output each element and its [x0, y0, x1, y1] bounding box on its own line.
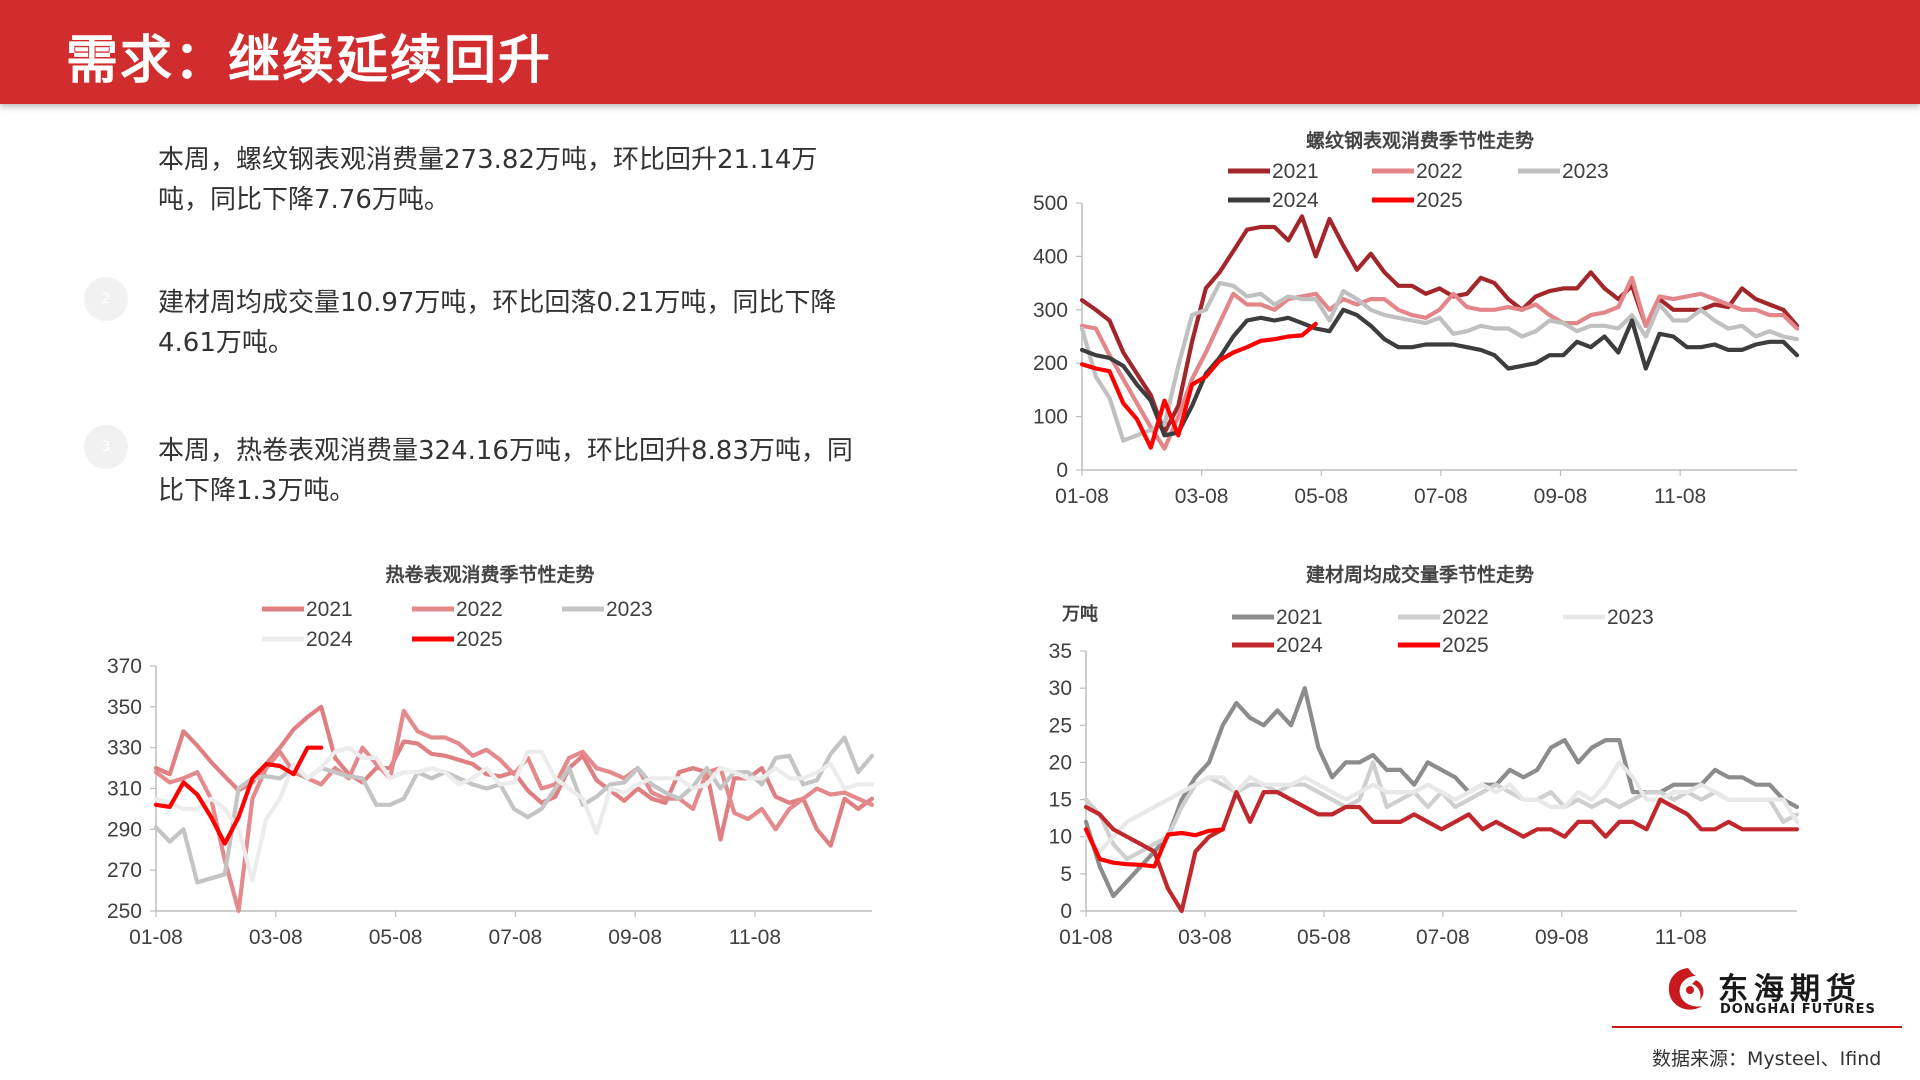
data-source: 数据来源：Mysteel、Ifind — [1652, 1048, 1882, 1070]
hrc-x-tick-label: 07-08 — [489, 926, 543, 949]
rebar-legend-label-2021: 2021 — [1272, 160, 1319, 183]
building-series-2024-line — [1083, 789, 1800, 914]
hrc-legend-label-2021: 2021 — [306, 598, 353, 621]
building-y-tick-label: 15 — [1049, 789, 1072, 812]
building-x-tick-label: 05-08 — [1297, 926, 1351, 949]
building-unit-label: 万吨 — [1061, 603, 1098, 624]
dragon-logo-icon — [1668, 968, 1704, 1010]
hrc-series-2022-line — [153, 708, 875, 914]
logo-english-text: DONGHAI FUTURES — [1720, 1002, 1876, 1017]
building-x-tick-label: 09-08 — [1535, 926, 1589, 949]
building-y-tick-label: 20 — [1049, 751, 1072, 774]
hrc-x-tick-label: 09-08 — [608, 926, 662, 949]
rebar-legend-label-2024: 2024 — [1272, 189, 1319, 212]
building-legend-label-2024: 2024 — [1276, 634, 1323, 657]
point-2-number: 2 — [84, 277, 128, 321]
hrc-y-tick-label: 370 — [107, 655, 142, 678]
rebar-consumption-chart: 0 100 200 300 400 500 01-08 03-08 05-08 07-08 09-0… — [1033, 160, 1800, 508]
rebar-legend-label-2022: 2022 — [1416, 160, 1463, 183]
rebar-x-tick-label: 07-08 — [1414, 485, 1468, 508]
point-3-text: 本周，热卷表观消费量324.16万吨，环比回升8.83万吨，同比下降1.3万吨。 — [158, 436, 853, 506]
building-y-tick-label: 25 — [1049, 714, 1072, 737]
rebar-series-2024-line — [1079, 307, 1800, 438]
building-series-2021-line — [1083, 685, 1800, 899]
hrc-x-tick-label: 05-08 — [369, 926, 423, 949]
hrc-y-tick-label: 310 — [107, 778, 142, 801]
building-y-tick-label: 10 — [1049, 826, 1072, 849]
building-legend-label-2022: 2022 — [1442, 606, 1489, 629]
building-x-tick-label: 07-08 — [1416, 926, 1470, 949]
hrc-x-tick-label: 03-08 — [249, 926, 303, 949]
rebar-x-tick-label: 05-08 — [1294, 485, 1348, 508]
rebar-x-tick-label: 11-08 — [1654, 485, 1706, 508]
header-bar: 需求：继续延续回升 — [0, 0, 1920, 104]
hrc-y-tick-label: 350 — [107, 696, 142, 719]
rebar-chart-title: 螺纹钢表观消费季节性走势 — [1305, 130, 1534, 152]
hrc-y-tick-label: 270 — [107, 859, 142, 882]
rebar-series-2022-line — [1079, 275, 1800, 451]
page-title: 需求：继续延续回升 — [66, 31, 553, 91]
building-legend-label-2025: 2025 — [1442, 634, 1489, 657]
building-y-tick-label: 5 — [1060, 863, 1072, 886]
hrc-y-tick-label: 330 — [107, 737, 142, 760]
hrc-x-tick-label: 11-08 — [729, 926, 781, 949]
footer-divider — [1612, 1026, 1902, 1028]
hrc-legend-label-2025: 2025 — [456, 628, 503, 651]
hrc-legend-label-2022: 2022 — [456, 598, 503, 621]
building-series-2025-line — [1083, 827, 1225, 869]
point-1-text: 本周，螺纹钢表观消费量273.82万吨，环比回升21.14万吨，同比下降7.76… — [158, 145, 818, 215]
point-2-text: 建材周均成交量10.97万吨，环比回落0.21万吨，同比下降4.61万吨。 — [158, 288, 837, 358]
logo-chinese-text: 东海期货 — [1718, 972, 1862, 1007]
building-x-tick-label: 03-08 — [1178, 926, 1232, 949]
building-legend-label-2023: 2023 — [1607, 606, 1654, 629]
rebar-x-tick-label: 03-08 — [1175, 485, 1229, 508]
hrc-legend-label-2023: 2023 — [606, 598, 653, 621]
hrc-y-tick-label: 250 — [107, 900, 142, 923]
building-legend-label-2021: 2021 — [1276, 606, 1323, 629]
rebar-x-tick-label: 09-08 — [1534, 485, 1588, 508]
rebar-y-tick-label: 200 — [1033, 352, 1068, 375]
rebar-series-2021-line — [1079, 214, 1800, 435]
building-series-2022-line — [1083, 760, 1800, 862]
rebar-series-2025-line — [1079, 321, 1318, 450]
rebar-y-tick-label: 0 — [1056, 459, 1068, 482]
building-series-2023-line — [1083, 760, 1800, 854]
hrc-legend-label-2024: 2024 — [306, 628, 353, 651]
rebar-x-tick-label: 01-08 — [1055, 485, 1109, 508]
hrc-series-2024-line — [153, 745, 875, 883]
rebar-y-tick-label: 100 — [1033, 406, 1068, 429]
building-y-tick-label: 30 — [1049, 677, 1072, 700]
building-x-tick-label: 01-08 — [1059, 926, 1113, 949]
hrc-consumption-chart: 250 270 290 310 330 350 370 01-08 03-08 05-08 07-0… — [107, 598, 875, 949]
point-3-number: 3 — [84, 425, 128, 469]
hrc-x-tick-label: 01-08 — [129, 926, 183, 949]
rebar-legend-label-2023: 2023 — [1562, 160, 1609, 183]
donghai-logo: 东海期货 DONGHAI FUTURES — [1660, 962, 1880, 1022]
rebar-legend-label-2025: 2025 — [1416, 189, 1463, 212]
building-y-tick-label: 0 — [1060, 900, 1072, 923]
building-x-tick-label: 11-08 — [1655, 926, 1707, 949]
building-chart-title: 建材周均成交量季节性走势 — [1305, 564, 1534, 586]
rebar-series-2023-line — [1079, 281, 1800, 443]
hrc-series-2025-line — [153, 745, 324, 846]
rebar-y-tick-label: 400 — [1033, 245, 1068, 268]
building-y-tick-label: 35 — [1049, 640, 1072, 663]
hrc-chart-title: 热卷表观消费季节性走势 — [385, 564, 595, 586]
hrc-y-tick-label: 290 — [107, 818, 142, 841]
rebar-y-tick-label: 500 — [1033, 192, 1068, 215]
rebar-y-tick-label: 300 — [1033, 299, 1068, 322]
